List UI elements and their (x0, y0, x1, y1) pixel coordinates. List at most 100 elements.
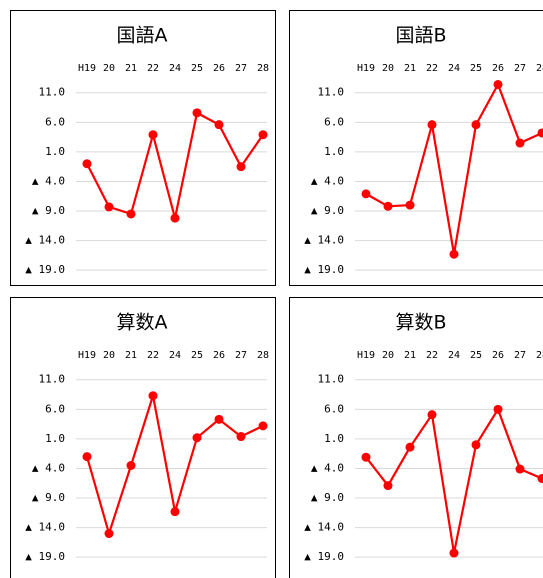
y-tick-label: 6.0 (324, 402, 344, 415)
x-tick-label: 22 (147, 350, 159, 361)
data-point (236, 162, 246, 172)
x-tick-label: 24 (448, 350, 460, 361)
data-point (383, 481, 393, 491)
x-tick-label: 22 (426, 350, 438, 361)
data-point (148, 391, 158, 401)
x-tick-label: 28 (536, 63, 543, 74)
data-point (405, 442, 415, 452)
x-tick-label: 26 (492, 63, 504, 74)
y-tick-label: 1.0 (324, 432, 344, 445)
data-point (405, 200, 415, 210)
x-tick-label: 20 (103, 63, 115, 74)
y-tick-label: ▲ 14.0 (25, 521, 65, 534)
y-tick-label: ▲ 9.0 (311, 204, 344, 217)
x-tick-label: 27 (235, 350, 247, 361)
y-tick-label: 11.0 (318, 86, 345, 99)
x-tick-label: 20 (382, 63, 394, 74)
data-point (449, 548, 459, 558)
data-point (236, 432, 246, 442)
data-point (537, 474, 543, 484)
data-point (258, 421, 268, 431)
y-tick-label: 11.0 (318, 373, 345, 386)
x-tick-label: 20 (103, 350, 115, 361)
x-tick-label: 27 (235, 63, 247, 74)
data-point (361, 452, 371, 462)
x-tick-label: 26 (213, 63, 225, 74)
y-tick-label: 6.0 (324, 115, 344, 128)
data-point (126, 209, 136, 219)
x-tick-label: 26 (492, 350, 504, 361)
chart-title: 算数B (395, 312, 446, 334)
chart-title: 算数A (117, 312, 168, 334)
x-tick-label: H19 (78, 350, 96, 361)
y-tick-label: ▲ 4.0 (311, 461, 344, 474)
data-point (170, 507, 180, 517)
data-point (170, 213, 180, 223)
chart-title: 国語B (395, 25, 446, 47)
data-point (471, 440, 481, 450)
data-point (493, 79, 503, 89)
chart-panel: 算数B 11.0 6.0 1.0 ▲ 4.0 ▲ 9.0 ▲ 14.0 ▲ 19.0 H19 20… (289, 297, 543, 578)
data-point (537, 128, 543, 138)
y-tick-label: ▲ 4.0 (32, 461, 65, 474)
x-tick-label: 21 (125, 350, 137, 361)
y-tick-label: ▲ 9.0 (311, 491, 344, 504)
x-tick-label: H19 (357, 63, 375, 74)
y-tick-label: ▲ 9.0 (32, 491, 65, 504)
data-point (383, 201, 393, 211)
x-tick-label: 28 (257, 63, 269, 74)
chart-panel: 算数A 11.0 6.0 1.0 ▲ 4.0 ▲ 9.0 ▲ 14.0 ▲ 19.0 H19 20… (10, 297, 276, 578)
x-tick-label: 25 (191, 63, 203, 74)
y-tick-label: ▲ 9.0 (32, 204, 65, 217)
y-tick-label: ▲ 19.0 (25, 263, 65, 276)
data-point (126, 461, 136, 470)
x-tick-label: 21 (404, 63, 416, 74)
x-tick-label: 27 (514, 63, 526, 74)
x-tick-label: 21 (125, 63, 137, 74)
y-tick-label: 1.0 (324, 145, 344, 158)
x-tick-label: 25 (470, 63, 482, 74)
chart-panel: 国語B 11.0 6.0 1.0 ▲ 4.0 ▲ 9.0 ▲ 14.0 ▲ 19.0 H19 20… (289, 10, 543, 286)
panel-border (289, 10, 543, 286)
y-tick-label: ▲ 4.0 (311, 174, 344, 187)
data-point (82, 159, 92, 169)
y-tick-label: 1.0 (45, 145, 65, 158)
data-point (104, 202, 114, 212)
data-point (104, 529, 114, 539)
y-tick-label: 11.0 (39, 373, 66, 386)
data-point (258, 130, 268, 140)
x-tick-label: 28 (257, 350, 269, 361)
y-tick-label: ▲ 14.0 (304, 521, 344, 534)
x-tick-label: 25 (191, 350, 203, 361)
panel-border (10, 297, 276, 578)
y-tick-label: 11.0 (39, 86, 66, 99)
chart-title: 国語A (117, 25, 168, 47)
data-point (214, 120, 224, 130)
y-tick-label: 6.0 (45, 402, 65, 415)
data-point (148, 130, 158, 140)
y-tick-label: 6.0 (45, 115, 65, 128)
chart-panel: 国語A 11.0 6.0 1.0 ▲ 4.0 ▲ 9.0 ▲ 14.0 ▲ 19.0 H19 20… (10, 10, 276, 286)
data-point (192, 108, 202, 118)
x-tick-label: 24 (448, 63, 460, 74)
data-point (192, 433, 202, 443)
x-tick-label: H19 (78, 63, 96, 74)
x-tick-label: 28 (536, 350, 543, 361)
y-tick-label: ▲ 14.0 (25, 234, 65, 247)
x-tick-label: 24 (169, 350, 181, 361)
data-point (471, 120, 481, 130)
data-point (493, 404, 503, 414)
x-tick-label: 24 (169, 63, 181, 74)
x-tick-label: 25 (470, 350, 482, 361)
x-tick-label: 21 (404, 350, 416, 361)
x-tick-label: 22 (426, 63, 438, 74)
y-tick-label: ▲ 19.0 (304, 263, 344, 276)
y-tick-label: ▲ 14.0 (304, 234, 344, 247)
data-point (427, 120, 437, 130)
y-tick-label: ▲ 19.0 (25, 550, 65, 563)
data-point (515, 464, 525, 474)
x-tick-label: 20 (382, 350, 394, 361)
data-point (515, 138, 525, 148)
